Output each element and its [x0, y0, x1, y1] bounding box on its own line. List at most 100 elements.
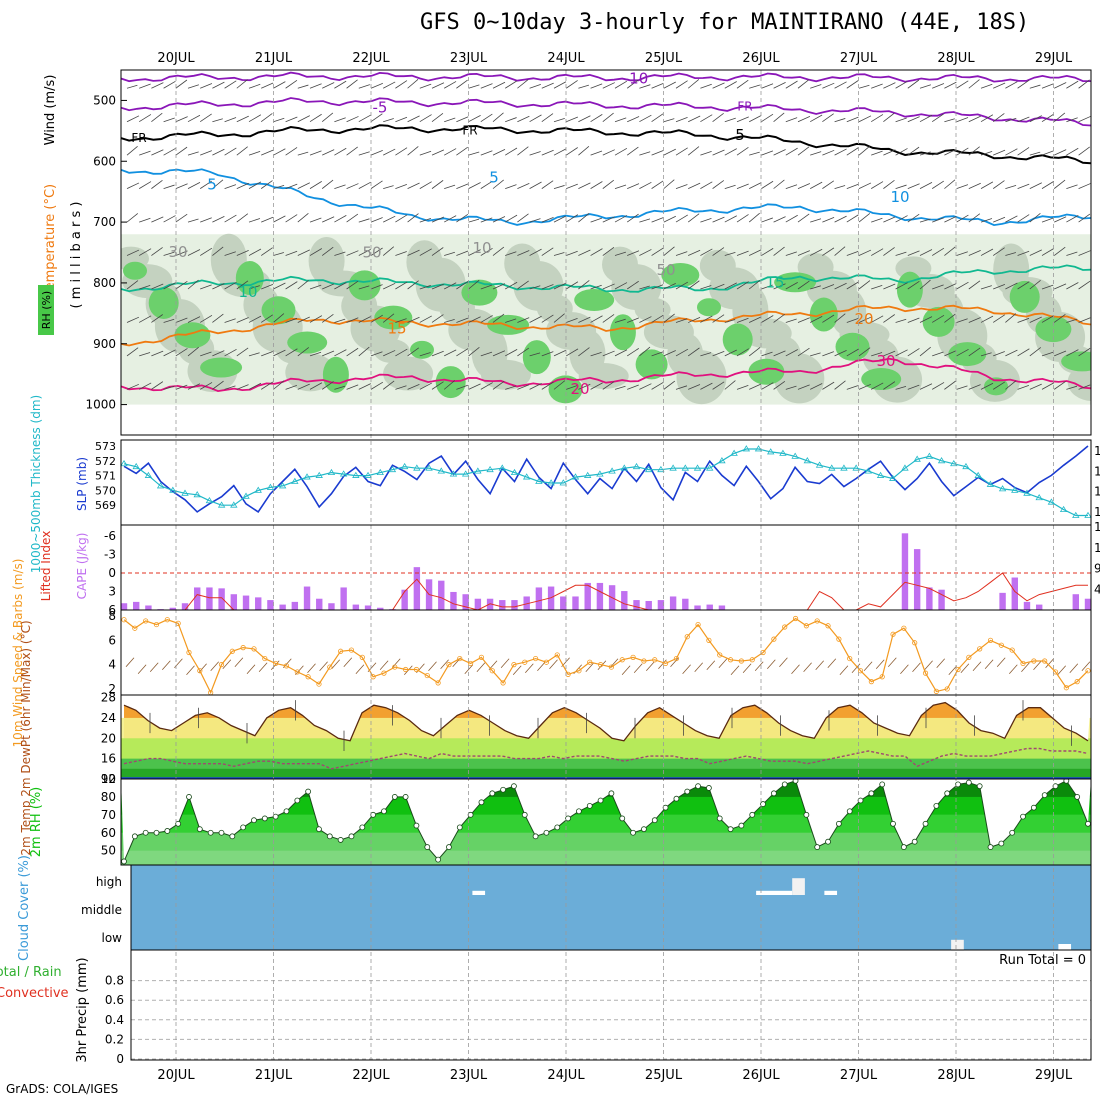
wind-barb-10m	[1021, 662, 1030, 672]
wind-barb	[346, 347, 359, 357]
wind-barb	[1078, 146, 1090, 156]
wind-barb	[553, 148, 567, 156]
wind-barb	[761, 284, 773, 290]
wind-barb	[407, 213, 419, 223]
wind-barb	[175, 183, 188, 189]
precip-total-label: Total / Rain	[0, 965, 62, 980]
wind-barb	[529, 84, 541, 89]
wind-barb	[480, 83, 493, 89]
rh-point	[586, 802, 593, 809]
rh-point	[1041, 792, 1048, 799]
wind-barb	[919, 182, 933, 189]
wind-barb	[175, 79, 188, 89]
wind-barb	[663, 215, 676, 223]
temp-line	[123, 701, 1089, 742]
wind-point	[998, 642, 1004, 648]
wind-barb	[126, 182, 140, 189]
wind-barb	[810, 383, 823, 390]
wind-barb	[675, 385, 688, 390]
rh-point	[521, 811, 528, 818]
wind-barb	[956, 214, 969, 223]
wind-barb	[907, 281, 920, 290]
wind-barb	[785, 147, 798, 156]
wind-barb	[407, 249, 420, 256]
wind-barb	[968, 280, 981, 290]
wind-barb	[797, 213, 810, 223]
wind-barb	[504, 147, 518, 156]
wind-barb	[517, 280, 529, 290]
wind-barb	[785, 318, 797, 323]
rh-point	[803, 811, 810, 818]
wind-barb	[261, 283, 274, 290]
wind-barb	[529, 218, 541, 223]
rh-tick: 80	[101, 790, 116, 804]
wind-barb	[651, 217, 664, 223]
wind-barb-10m	[162, 660, 171, 670]
wind-barb	[261, 82, 274, 89]
wind-barb	[163, 117, 175, 123]
thickness-point	[913, 455, 921, 462]
wind-barb	[273, 81, 286, 89]
wind-barb	[1005, 252, 1017, 256]
wind-barb	[456, 146, 468, 156]
rh-point	[543, 829, 550, 836]
wind-barb	[395, 385, 407, 390]
wind-barb-10m	[512, 665, 522, 675]
wind-barb	[1054, 350, 1067, 357]
rh-tick: 70	[101, 808, 116, 822]
rh-point	[391, 794, 398, 800]
rh-point	[684, 788, 691, 795]
slp-tick: 1020	[1094, 464, 1100, 478]
wind-barb-10m	[888, 657, 897, 667]
rh-point	[705, 785, 712, 791]
rh-cell-50	[373, 339, 410, 364]
cape-bar	[1084, 598, 1092, 610]
rh-point	[131, 833, 138, 840]
rh-cell-70	[635, 349, 668, 380]
wind-barb	[224, 281, 237, 290]
rh-cell-50	[634, 297, 671, 322]
wind-barb	[468, 346, 480, 357]
thickness-point	[425, 464, 433, 471]
wind-barb	[187, 151, 199, 156]
wind-barb	[602, 179, 615, 189]
wind-barb	[126, 213, 139, 223]
wind-barb	[346, 79, 358, 89]
wind-barb	[968, 347, 981, 357]
wind-point	[879, 674, 885, 680]
footer-credit: GrADS: COLA/IGES	[6, 1082, 119, 1096]
wind-barb	[871, 83, 883, 89]
cape-bar	[621, 591, 628, 610]
wind-barb	[1090, 221, 1091, 223]
wind-barb	[358, 383, 371, 390]
rh-point	[261, 815, 268, 822]
wind-barb	[248, 248, 262, 256]
thickness-point	[681, 464, 690, 471]
wind-barb	[712, 350, 725, 357]
wind-barb	[517, 115, 530, 123]
wind-barb	[907, 348, 920, 357]
wind-barb	[578, 145, 590, 156]
temp-tick: 12	[101, 772, 116, 786]
slp-label: SLP (mb)	[75, 457, 89, 511]
wind-barb	[504, 80, 518, 89]
wind-barb	[236, 115, 249, 123]
isotherm-FR	[121, 124, 1091, 165]
wind-barb	[980, 315, 994, 323]
rh-point	[489, 790, 496, 797]
wind-barb	[614, 385, 626, 390]
wind-point	[1020, 660, 1026, 667]
wind-barb	[932, 284, 944, 290]
wind-barb	[273, 313, 285, 323]
wind-barb	[688, 317, 701, 323]
wind-barb	[224, 385, 236, 390]
wind-barb-10m	[186, 665, 195, 675]
wind-barb	[1005, 349, 1018, 357]
rh-point	[196, 826, 203, 833]
wind-barb	[1005, 215, 1018, 223]
wind-barb	[639, 218, 651, 223]
wind-barb	[541, 284, 554, 290]
wind-barb	[261, 351, 273, 357]
wind-barb	[883, 247, 895, 256]
